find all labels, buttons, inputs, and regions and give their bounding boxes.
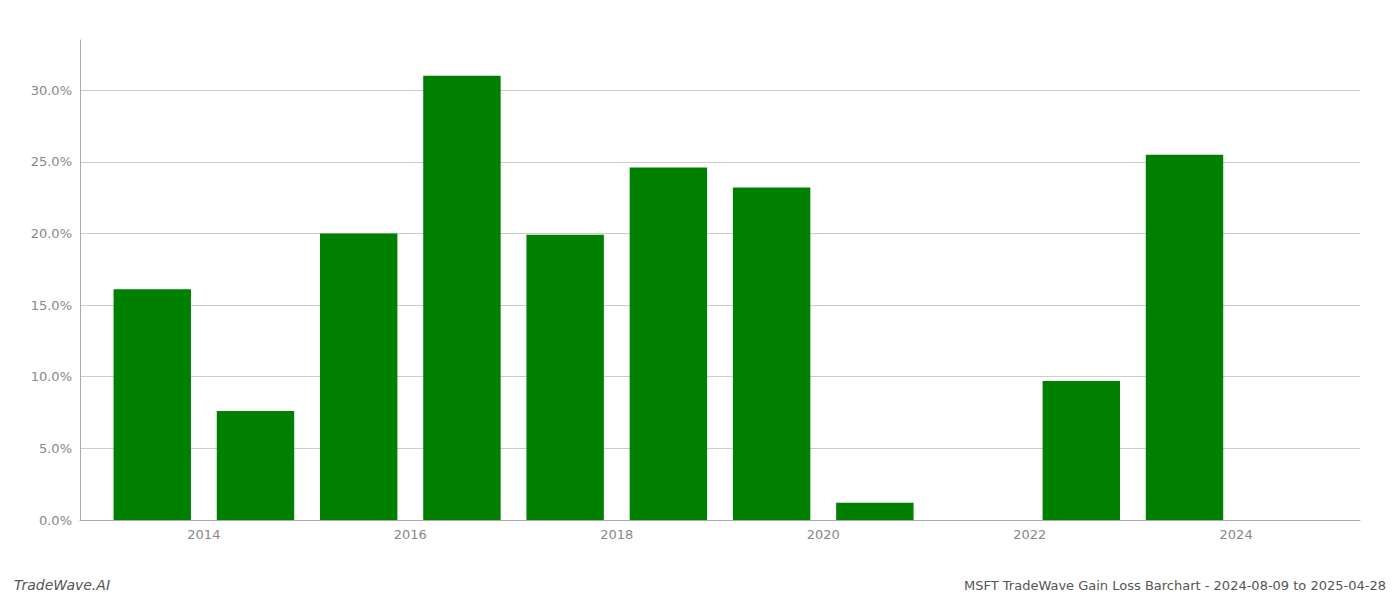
svg-text:2014: 2014 xyxy=(187,527,220,542)
svg-text:TradeWave.AI: TradeWave.AI xyxy=(14,577,110,593)
svg-text:5.0%: 5.0% xyxy=(39,441,72,456)
svg-text:15.0%: 15.0% xyxy=(31,298,72,313)
svg-text:25.0%: 25.0% xyxy=(31,154,72,169)
svg-text:2024: 2024 xyxy=(1220,527,1253,542)
svg-text:2018: 2018 xyxy=(600,527,633,542)
svg-text:10.0%: 10.0% xyxy=(31,369,72,384)
svg-text:MSFT TradeWave Gain Loss Barch: MSFT TradeWave Gain Loss Barchart - 2024… xyxy=(964,578,1386,593)
svg-text:2022: 2022 xyxy=(1013,527,1046,542)
svg-text:2020: 2020 xyxy=(807,527,840,542)
svg-text:20.0%: 20.0% xyxy=(31,226,72,241)
svg-text:0.0%: 0.0% xyxy=(39,513,72,528)
svg-text:30.0%: 30.0% xyxy=(31,83,72,98)
svg-text:2016: 2016 xyxy=(394,527,427,542)
